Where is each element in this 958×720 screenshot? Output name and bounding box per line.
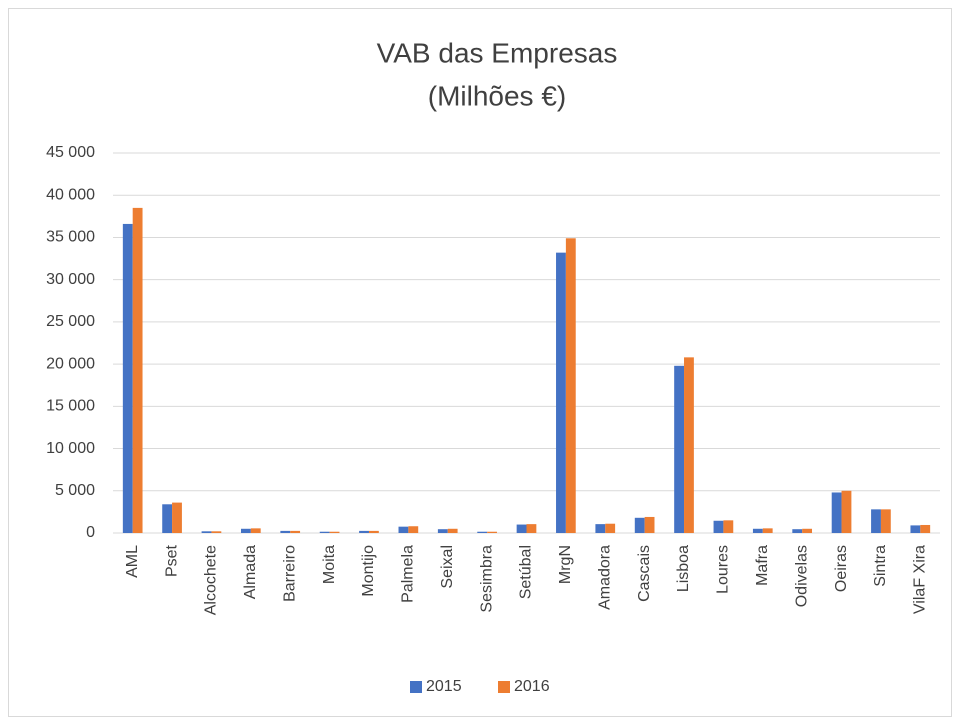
bar	[162, 504, 173, 533]
x-tick-label: Pset	[163, 544, 180, 577]
x-tick-label: Alcochete	[203, 545, 220, 615]
x-tick-label: Barreiro	[281, 545, 298, 602]
x-tick-label: Setúbal	[518, 545, 535, 599]
bar	[211, 531, 222, 533]
y-tick-label: 15 000	[46, 398, 95, 415]
bar	[802, 528, 813, 533]
bar	[752, 528, 763, 533]
bar	[792, 529, 803, 533]
bar	[605, 523, 616, 533]
bar	[319, 531, 330, 533]
legend-swatch	[498, 681, 510, 693]
bar	[487, 531, 497, 533]
bar	[240, 528, 251, 533]
bar	[329, 531, 340, 533]
bar	[556, 252, 566, 533]
bar	[674, 365, 685, 533]
legend-label: 2015	[426, 678, 462, 695]
x-tick-label: Amadora	[596, 545, 613, 610]
y-tick-label: 40 000	[46, 186, 95, 203]
bar	[910, 525, 921, 533]
x-tick-label: Cascais	[636, 545, 653, 602]
bar	[841, 490, 852, 533]
chart-title: VAB das Empresas	[377, 37, 618, 68]
x-tick-label: Odivelas	[793, 545, 810, 607]
bar	[447, 528, 458, 533]
x-tick-label: Montijo	[360, 545, 377, 597]
y-tick-label: 0	[86, 524, 95, 541]
y-tick-label: 45 000	[46, 144, 95, 161]
bar	[526, 524, 537, 533]
x-tick-label: Oeiras	[833, 545, 850, 592]
y-tick-label: 10 000	[46, 440, 95, 457]
x-tick-label: AML	[124, 545, 141, 578]
x-tick-label: MrgN	[557, 545, 574, 584]
bar	[280, 530, 291, 533]
chart-border	[8, 8, 952, 717]
x-tick-label: Sesimbra	[478, 545, 495, 613]
bar	[595, 524, 606, 533]
bar	[831, 492, 842, 533]
bar	[290, 530, 301, 533]
bar	[122, 223, 133, 533]
x-tick-label: Palmela	[400, 545, 417, 603]
y-tick-label: 5 000	[55, 482, 95, 499]
x-tick-label: Loures	[715, 545, 732, 594]
legend-label: 2016	[514, 678, 550, 695]
y-tick-label: 25 000	[46, 313, 95, 330]
bar	[398, 526, 409, 533]
bar	[762, 528, 773, 533]
bar	[880, 509, 891, 533]
bar	[408, 526, 419, 533]
bar	[359, 530, 369, 533]
bar	[250, 528, 261, 533]
x-tick-label: Moita	[321, 545, 338, 584]
bar	[368, 530, 379, 533]
bar	[565, 238, 576, 534]
bar	[644, 516, 655, 533]
bar	[920, 524, 931, 533]
x-tick-label: Lisboa	[675, 545, 692, 592]
bar	[437, 529, 448, 533]
y-tick-label: 30 000	[46, 271, 95, 288]
bar	[684, 357, 694, 533]
x-tick-label: Seixal	[439, 545, 456, 589]
y-tick-label: 20 000	[46, 355, 95, 372]
bar	[634, 517, 645, 533]
x-tick-label: Sintra	[872, 545, 889, 587]
bar	[172, 502, 182, 533]
chart-subtitle: (Milhões €)	[428, 80, 566, 111]
bar	[871, 509, 881, 533]
x-tick-label: VilaF Xira	[912, 545, 929, 614]
bar	[713, 520, 724, 533]
x-tick-label: Almada	[242, 545, 259, 599]
y-tick-label: 35 000	[46, 229, 95, 246]
bar	[132, 207, 143, 533]
bar	[723, 520, 734, 533]
bar	[516, 524, 527, 533]
bar	[477, 531, 488, 533]
x-tick-label: Mafra	[754, 545, 771, 586]
bar	[201, 531, 212, 533]
legend-swatch	[410, 681, 422, 693]
